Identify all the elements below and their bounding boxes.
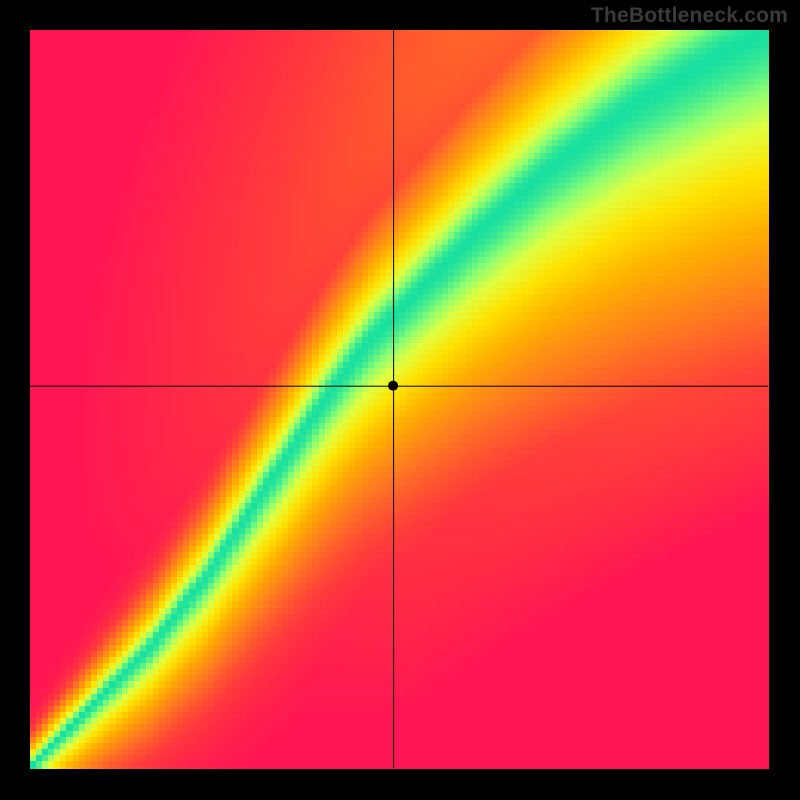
chart-container: TheBottleneck.com — [0, 0, 800, 800]
bottleneck-heatmap — [0, 0, 800, 800]
watermark-text: TheBottleneck.com — [591, 4, 788, 28]
